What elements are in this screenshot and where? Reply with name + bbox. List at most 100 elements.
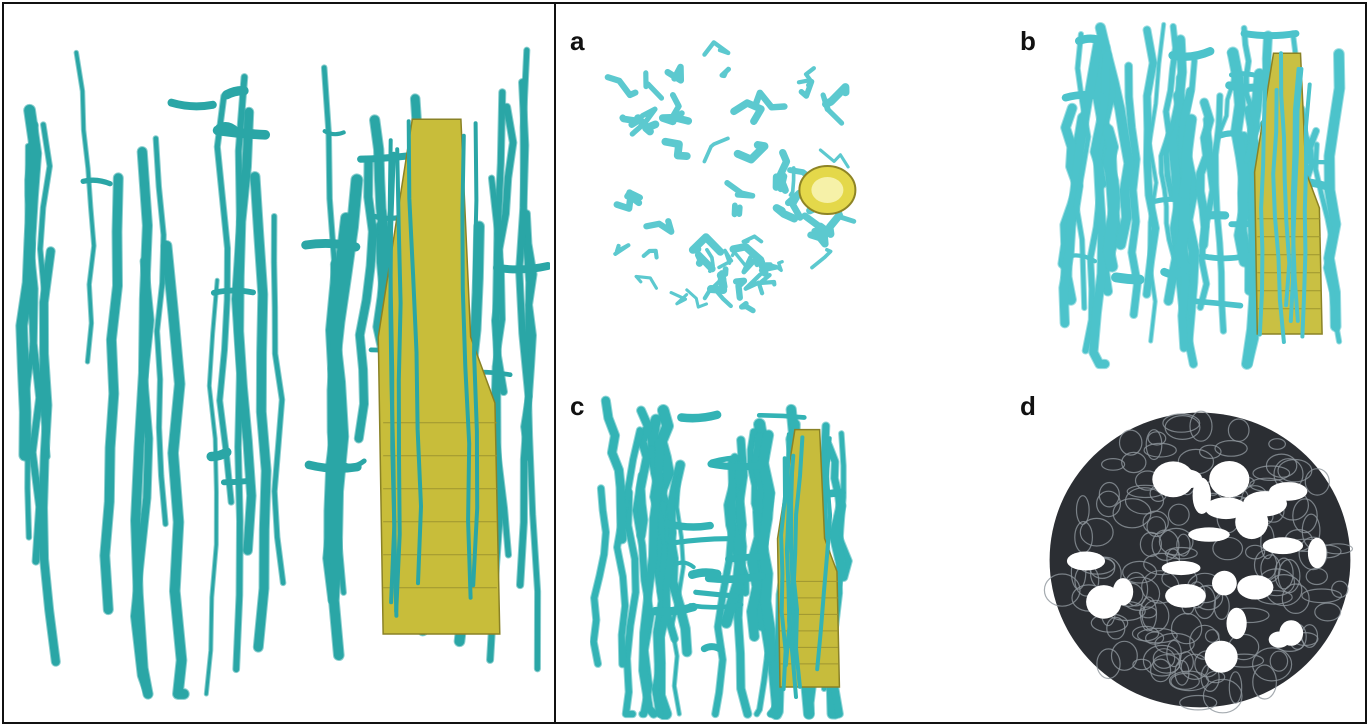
strut — [204, 278, 219, 696]
strut — [788, 166, 796, 197]
strut-front — [1279, 51, 1292, 308]
connector — [222, 85, 249, 100]
strut — [601, 396, 627, 544]
strut — [730, 99, 765, 125]
connector — [1063, 253, 1098, 264]
strut — [798, 78, 815, 99]
strut — [741, 255, 760, 275]
pore — [1152, 461, 1195, 498]
connector — [1187, 297, 1244, 309]
connector — [756, 412, 807, 420]
panel-c-rendering — [590, 395, 853, 720]
strut — [1324, 49, 1345, 332]
pore — [1204, 640, 1238, 673]
main-rendering — [15, 46, 550, 700]
mesh-strand — [1143, 442, 1177, 458]
mesh-strand — [1314, 602, 1342, 622]
strut — [590, 485, 610, 667]
strut — [329, 212, 351, 661]
mesh-strand — [1096, 648, 1121, 680]
mesh-strand — [1154, 632, 1195, 655]
strut — [1143, 26, 1159, 298]
mesh-strand — [1170, 672, 1200, 690]
mesh-strand — [1167, 503, 1190, 526]
strut — [1313, 142, 1342, 344]
strut-front — [815, 436, 833, 672]
connector — [693, 589, 739, 599]
mesh-strand — [1043, 573, 1081, 607]
mesh-strand — [1202, 678, 1243, 714]
strut — [719, 66, 732, 79]
connector — [1240, 30, 1300, 40]
strut — [712, 459, 736, 718]
pore — [1307, 537, 1327, 569]
connector — [304, 460, 362, 473]
connector — [663, 519, 714, 531]
strut — [516, 79, 532, 589]
connector — [704, 572, 766, 584]
connector — [322, 129, 346, 137]
pore — [1086, 585, 1122, 619]
mesh-strand — [1075, 495, 1090, 525]
strut — [614, 427, 643, 668]
connector — [1228, 71, 1266, 80]
mesh-strand — [1137, 627, 1178, 644]
panel-main — [10, 40, 550, 700]
strut — [232, 74, 248, 673]
strut — [717, 248, 734, 270]
mesh-strand — [1179, 694, 1218, 711]
pore — [1205, 497, 1247, 520]
strut — [643, 70, 665, 101]
connector — [672, 560, 696, 570]
mesh-strand — [1147, 431, 1167, 446]
strut — [688, 233, 725, 256]
strut — [1125, 62, 1141, 319]
strut-front — [460, 133, 473, 600]
panel-a — [565, 35, 885, 345]
strut-front — [406, 119, 424, 586]
mesh-strand — [1245, 544, 1266, 560]
strut — [131, 147, 153, 699]
mesh-strand — [1199, 444, 1222, 460]
mesh-strand — [1268, 438, 1287, 450]
strut-front — [1271, 88, 1286, 344]
connector — [220, 477, 252, 486]
connector — [1152, 196, 1191, 205]
strut — [214, 93, 234, 505]
mesh-strand — [1331, 580, 1349, 598]
connector — [687, 568, 722, 579]
mesh-strand — [1138, 606, 1158, 619]
mesh-strand — [1252, 647, 1293, 682]
mesh-strand — [1142, 510, 1169, 535]
strut-front — [787, 453, 802, 689]
strut — [670, 475, 685, 716]
strut — [751, 89, 788, 111]
mesh-strand — [1152, 654, 1181, 674]
mesh-strand — [1100, 458, 1126, 471]
strut — [1074, 31, 1091, 311]
pore — [1209, 461, 1250, 498]
strut — [729, 242, 769, 277]
pore — [1165, 584, 1206, 608]
strut — [739, 301, 756, 314]
pore — [1066, 551, 1106, 571]
strut — [354, 158, 377, 443]
strut — [810, 247, 833, 270]
strut — [624, 189, 643, 201]
connector — [677, 410, 722, 423]
mesh-strand — [1277, 558, 1301, 594]
strut — [796, 66, 816, 85]
strut — [661, 137, 691, 160]
pore — [1279, 620, 1304, 646]
strut — [811, 227, 829, 248]
strut-front — [471, 121, 480, 588]
strut — [613, 243, 631, 256]
connector — [707, 460, 765, 471]
strut-front — [1300, 82, 1312, 339]
mesh-strand — [1079, 517, 1114, 547]
strut — [705, 247, 715, 274]
mesh-strand — [1162, 413, 1201, 433]
connector — [210, 287, 256, 296]
strut — [271, 213, 286, 586]
mesh-strand — [1146, 516, 1167, 538]
